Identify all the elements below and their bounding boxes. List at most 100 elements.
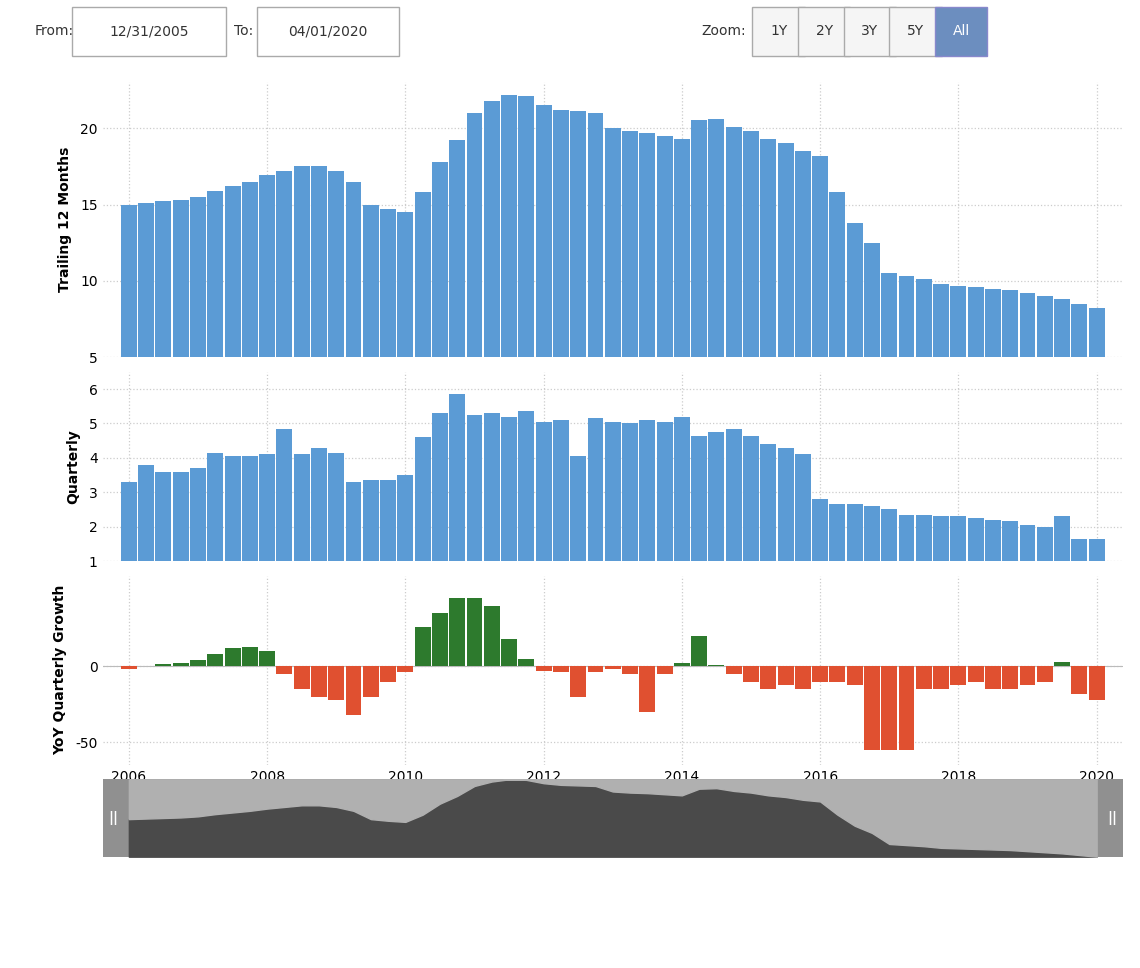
Bar xyxy=(570,456,586,595)
Bar xyxy=(277,429,292,595)
Bar xyxy=(1019,293,1035,434)
Bar xyxy=(1019,525,1035,595)
Text: To:: To: xyxy=(234,24,253,39)
Bar xyxy=(432,162,448,434)
Bar xyxy=(726,429,742,595)
Bar xyxy=(380,480,396,595)
Bar xyxy=(242,456,258,595)
Bar xyxy=(881,509,897,595)
Bar xyxy=(1037,527,1052,595)
Bar xyxy=(173,471,188,595)
Bar xyxy=(743,436,759,595)
Bar xyxy=(605,422,620,595)
Bar xyxy=(1037,296,1052,434)
Bar xyxy=(1037,666,1052,681)
Bar xyxy=(640,133,656,434)
Bar xyxy=(519,411,535,595)
Bar xyxy=(674,138,690,434)
Bar xyxy=(190,469,206,595)
Bar xyxy=(553,420,569,595)
Text: 12/31/2005: 12/31/2005 xyxy=(109,24,188,39)
Bar xyxy=(674,663,690,666)
Bar xyxy=(259,454,275,595)
Bar xyxy=(691,436,707,595)
Text: From:: From: xyxy=(34,24,73,39)
Bar xyxy=(812,666,828,681)
Bar xyxy=(155,664,171,666)
Bar xyxy=(898,666,914,749)
Bar xyxy=(1054,662,1070,666)
Bar xyxy=(1072,666,1088,694)
Bar xyxy=(398,475,414,595)
Bar xyxy=(553,109,569,434)
Bar xyxy=(985,520,1001,595)
Bar xyxy=(190,197,206,434)
Bar xyxy=(328,666,344,700)
FancyBboxPatch shape xyxy=(798,7,850,56)
Bar xyxy=(657,422,673,595)
Bar xyxy=(915,666,931,689)
Bar xyxy=(622,666,638,674)
Bar xyxy=(708,665,724,666)
Bar xyxy=(847,666,863,684)
Text: 2Y: 2Y xyxy=(815,24,833,39)
Bar xyxy=(415,627,431,666)
FancyBboxPatch shape xyxy=(935,7,987,56)
Bar xyxy=(363,480,378,595)
Bar xyxy=(657,136,673,434)
Bar xyxy=(311,666,327,697)
Bar xyxy=(1072,538,1088,595)
Bar xyxy=(121,666,137,670)
Bar xyxy=(398,666,414,673)
FancyBboxPatch shape xyxy=(752,7,805,56)
Text: ||: || xyxy=(1108,811,1117,825)
Bar xyxy=(138,465,154,595)
Bar xyxy=(1002,666,1018,689)
Bar xyxy=(536,422,552,595)
Bar xyxy=(968,666,984,681)
Bar xyxy=(587,666,603,673)
Bar xyxy=(138,203,154,434)
Bar xyxy=(726,127,742,434)
Bar xyxy=(155,471,171,595)
Bar xyxy=(277,171,292,434)
Bar xyxy=(536,666,552,671)
Bar xyxy=(881,273,897,434)
Bar xyxy=(259,651,275,666)
Bar xyxy=(968,287,984,434)
Bar xyxy=(277,666,292,674)
Bar xyxy=(483,101,499,434)
Bar xyxy=(830,193,846,434)
Text: Zoom:: Zoom: xyxy=(701,24,746,39)
Bar xyxy=(483,606,499,666)
Bar xyxy=(951,286,967,434)
FancyBboxPatch shape xyxy=(889,7,942,56)
Text: All: All xyxy=(952,24,970,39)
Bar xyxy=(708,119,724,434)
Bar xyxy=(795,666,811,689)
Bar xyxy=(691,120,707,434)
Bar xyxy=(830,504,846,595)
Bar xyxy=(570,111,586,434)
Bar xyxy=(726,666,742,674)
Bar xyxy=(466,598,482,666)
Bar xyxy=(466,415,482,595)
Text: 5Y: 5Y xyxy=(906,24,925,39)
Y-axis label: Quarterly: Quarterly xyxy=(66,429,81,504)
Bar xyxy=(587,113,603,434)
Y-axis label: Trailing 12 Months: Trailing 12 Months xyxy=(58,147,72,292)
Bar xyxy=(605,666,620,670)
Bar xyxy=(242,647,258,666)
Bar xyxy=(1089,666,1105,700)
Bar xyxy=(640,666,656,711)
Bar xyxy=(432,413,448,595)
Bar xyxy=(225,186,241,434)
Bar xyxy=(657,666,673,674)
Bar xyxy=(328,453,344,595)
Bar xyxy=(985,288,1001,434)
Bar xyxy=(640,420,656,595)
Bar xyxy=(502,416,518,595)
Bar xyxy=(1072,304,1088,434)
Bar xyxy=(294,454,310,595)
Bar xyxy=(536,106,552,434)
